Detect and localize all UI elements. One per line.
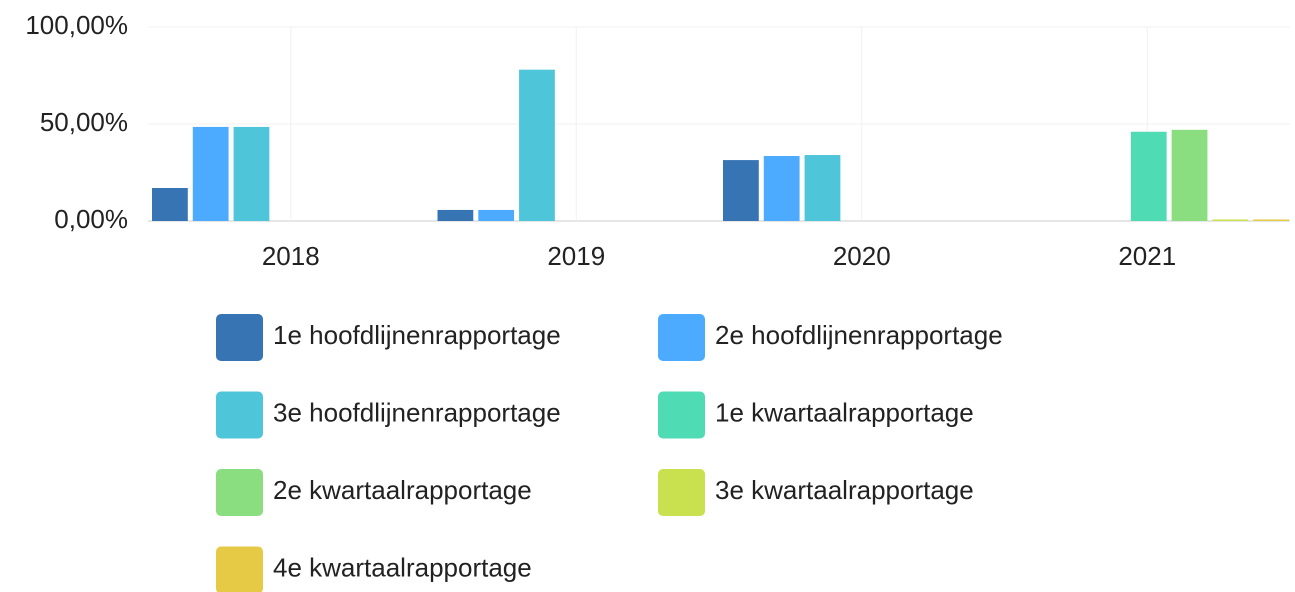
legend-label: 4e kwartaalrapportage [273,552,532,582]
x-tick-label: 2019 [547,241,605,271]
legend-label: 2e kwartaalrapportage [273,475,532,505]
bar [192,126,229,221]
legend-label: 3e hoofdlijnenrapportage [273,397,561,427]
legend-swatch [216,391,263,439]
bar [1171,129,1208,221]
y-tick-label: 50,00% [40,107,128,137]
x-tick-label: 2021 [1118,241,1176,271]
bar [519,69,555,222]
legend-label: 2e hoofdlijnenrapportage [715,320,1003,350]
bar [723,160,759,221]
bar [478,209,515,221]
legend-label: 3e kwartaalrapportage [715,475,974,505]
legend-swatch [658,469,705,516]
y-tick-label: 100,00% [25,10,128,40]
bar [233,126,270,221]
legend-swatch [216,469,263,516]
bar [1130,131,1167,221]
legend-swatch [658,391,705,439]
bar [763,156,800,221]
legend-swatch [216,546,263,592]
legend-label: 1e kwartaalrapportage [715,397,974,427]
legend-swatch [216,314,263,361]
bar [1253,219,1289,221]
y-tick-label: 0,00% [54,204,128,234]
bar [1212,219,1249,221]
bar [437,209,474,221]
bar [804,155,841,221]
x-tick-label: 2020 [833,241,891,271]
bar [152,188,188,221]
legend-swatch [658,314,705,361]
x-tick-label: 2018 [262,241,320,271]
legend-label: 1e hoofdlijnenrapportage [273,320,561,350]
